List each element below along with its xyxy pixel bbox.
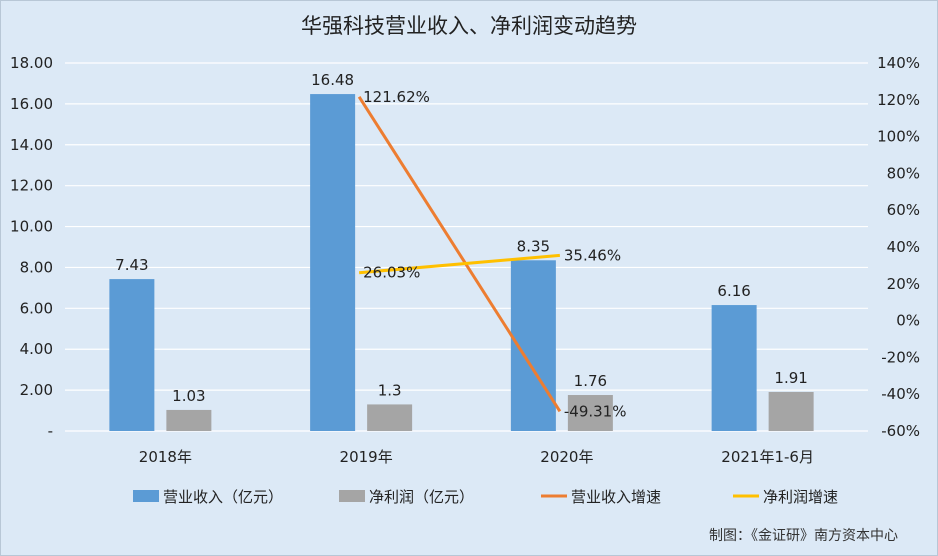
bar-value-label: 6.16 [717,282,750,300]
line-series [357,96,562,413]
y2-tick-label: 100% [877,128,920,146]
y2-tick-label: 40% [887,238,920,256]
bar-value-label: 16.48 [311,71,354,89]
bar [367,404,413,431]
bar [567,395,613,431]
legend-label: 净利润增速 [763,488,838,506]
bar-value-label: 7.43 [115,256,148,274]
bar-value-label: 1.03 [172,387,205,405]
line-value-label: 121.62% [363,88,430,106]
y2-tick-label: -40% [881,385,920,403]
left-axis: - 2.00 4.00 6.00 8.00 10.00 12.00 14.00 16.00 18.… [10,54,53,440]
y-tick-label: 2.00 [20,381,53,399]
data-labels: 7.43 16.48 8.35 6.16 1.03 1.3 1.76 1.91 121.62% -… [115,71,808,420]
y-tick-label: 6.00 [20,299,53,317]
bar [310,94,356,431]
legend-swatch [133,490,159,502]
y-tick-label: 14.00 [10,136,53,154]
y-tick-label: 8.00 [20,258,53,276]
legend-swatch [339,490,365,502]
bar-value-label: 8.35 [517,237,550,255]
line-value-label: -49.31% [564,402,627,420]
y-tick-label: 18.00 [10,54,53,72]
y-tick-label: - [48,422,53,440]
y2-tick-label: 0% [896,312,920,330]
bars [109,94,814,431]
lines [357,96,562,413]
line-value-label: 35.46% [564,246,621,264]
category-label: 2019年 [340,448,393,466]
bar [711,305,757,431]
y-tick-label: 4.00 [20,340,53,358]
bar [166,409,212,431]
y2-tick-label: 80% [887,164,920,182]
y2-tick-label: 120% [877,91,920,109]
y2-tick-label: 20% [887,275,920,293]
y2-tick-label: -20% [881,348,920,366]
category-label: 2021年1-6月 [721,448,814,466]
legend-label: 营业收入（亿元） [163,488,283,506]
chart-credit: 制图：《金证研》南方资本中心 [709,528,898,544]
category-label: 2020年 [540,448,593,466]
y2-tick-label: -60% [881,422,920,440]
y-tick-label: 12.00 [10,177,53,195]
y2-tick-label: 60% [887,201,920,219]
category-axis: 2018年 2019年 2020年 2021年1-6月 [139,448,814,466]
right-axis: -60% -40% -20% 0% 20% 40% 60% 80% 100% 120% 140% [877,54,920,440]
legend-label: 营业收入增速 [571,488,661,506]
y2-tick-label: 140% [877,54,920,72]
category-label: 2018年 [139,448,192,466]
legend-label: 净利润（亿元） [369,488,474,506]
bar [109,279,155,431]
line-series [358,253,561,275]
bar [768,391,814,431]
chart-title: 华强科技营业收入、净利润变动趋势 [301,14,637,38]
bar-value-label: 1.3 [378,381,402,399]
line-value-label: 26.03% [363,264,420,282]
legend: 营业收入（亿元） 净利润（亿元） 营业收入增速 净利润增速 [133,488,838,506]
y-tick-label: 16.00 [10,95,53,113]
bar-value-label: 1.76 [574,372,607,390]
bar-value-label: 1.91 [774,369,807,387]
y-tick-label: 10.00 [10,218,53,236]
